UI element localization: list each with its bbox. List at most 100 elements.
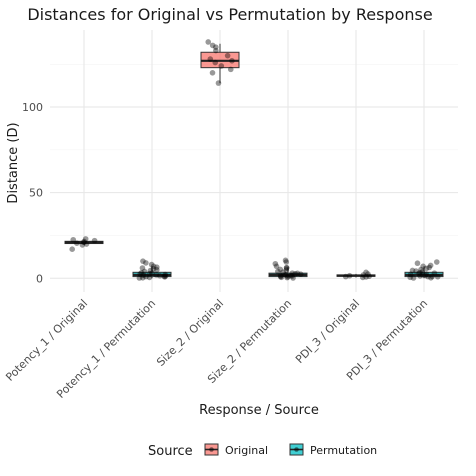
data-point	[218, 63, 225, 69]
data-point	[283, 267, 290, 273]
data-point	[407, 274, 413, 281]
data-point	[154, 264, 160, 270]
data-point	[143, 260, 149, 266]
y-tick-label: 100	[22, 101, 43, 114]
data-point	[422, 272, 429, 279]
data-point	[289, 273, 295, 279]
data-point	[209, 42, 216, 49]
data-point	[283, 265, 290, 271]
data-point	[153, 272, 160, 278]
y-tick-label: 50	[29, 187, 43, 200]
data-point	[426, 264, 433, 271]
data-point	[162, 273, 169, 279]
data-point	[294, 270, 301, 277]
data-point	[423, 265, 430, 272]
data-point	[80, 239, 87, 246]
data-point	[292, 271, 299, 277]
data-point	[139, 274, 146, 281]
data-point	[290, 275, 296, 281]
data-point	[138, 270, 145, 276]
data-point	[136, 275, 143, 281]
data-point	[429, 273, 436, 280]
data-point	[148, 261, 155, 268]
y-tick-label: 0	[36, 272, 43, 285]
box-0	[64, 240, 104, 245]
data-point	[417, 273, 423, 279]
data-point	[419, 272, 426, 278]
data-point	[213, 47, 219, 54]
data-point	[278, 274, 285, 281]
data-point	[157, 272, 163, 279]
data-point	[147, 267, 154, 274]
data-point	[283, 259, 290, 265]
box-4	[336, 273, 376, 278]
data-point	[137, 271, 143, 277]
data-point	[289, 270, 296, 276]
data-point	[434, 273, 441, 280]
data-point	[154, 266, 160, 273]
data-point	[346, 272, 353, 279]
data-point	[207, 56, 214, 62]
data-point	[224, 52, 231, 59]
data-point	[74, 240, 80, 246]
legend: Source Original Permutation	[148, 441, 377, 459]
data-point	[419, 268, 426, 275]
data-point	[363, 269, 369, 276]
data-point	[410, 275, 417, 281]
x-tick-label: PDI_3 / Original	[293, 297, 362, 366]
data-point	[141, 268, 148, 275]
data-point	[365, 271, 371, 277]
data-point	[363, 274, 369, 280]
legend-label: Original	[225, 444, 268, 457]
box-series	[64, 43, 444, 279]
legend-point	[294, 447, 299, 452]
y-tick-labels: 0 50 100	[22, 101, 43, 285]
data-point	[70, 236, 77, 243]
data-point	[140, 272, 147, 279]
data-point	[209, 70, 216, 76]
data-point	[342, 273, 349, 280]
data-point	[360, 274, 366, 281]
data-point	[139, 265, 146, 271]
data-point	[149, 270, 155, 276]
data-point	[229, 58, 235, 64]
data-point	[213, 44, 219, 50]
data-point	[420, 263, 426, 270]
data-point	[150, 266, 157, 272]
data-point	[418, 266, 424, 273]
box-2	[200, 43, 240, 84]
data-point	[282, 271, 289, 278]
x-tick-label: Size_2 / Original	[154, 297, 226, 369]
jitter-points	[69, 39, 441, 281]
data-point	[83, 241, 90, 247]
data-point	[150, 263, 157, 270]
data-point	[91, 237, 98, 244]
data-point	[272, 260, 279, 267]
data-point	[275, 268, 281, 275]
data-point	[277, 273, 284, 280]
legend-point	[209, 447, 214, 452]
data-point	[416, 270, 422, 277]
legend-label: Permutation	[310, 444, 377, 457]
data-point	[288, 272, 294, 279]
data-point	[282, 257, 289, 264]
chart-title: Distances for Original vs Permutation by…	[27, 5, 432, 24]
data-point	[81, 238, 87, 245]
data-point	[273, 263, 280, 270]
x-axis-label: Response / Source	[199, 403, 319, 418]
data-point	[425, 273, 431, 280]
data-point	[215, 80, 222, 86]
data-point	[143, 273, 149, 280]
data-point	[427, 262, 434, 269]
data-point	[212, 59, 219, 66]
box-3	[268, 267, 308, 279]
data-point	[285, 273, 291, 280]
data-point	[79, 242, 86, 248]
data-point	[146, 274, 153, 281]
data-point	[162, 271, 168, 278]
data-point	[283, 264, 290, 271]
legend-title: Source	[148, 444, 193, 459]
data-point	[161, 273, 168, 280]
